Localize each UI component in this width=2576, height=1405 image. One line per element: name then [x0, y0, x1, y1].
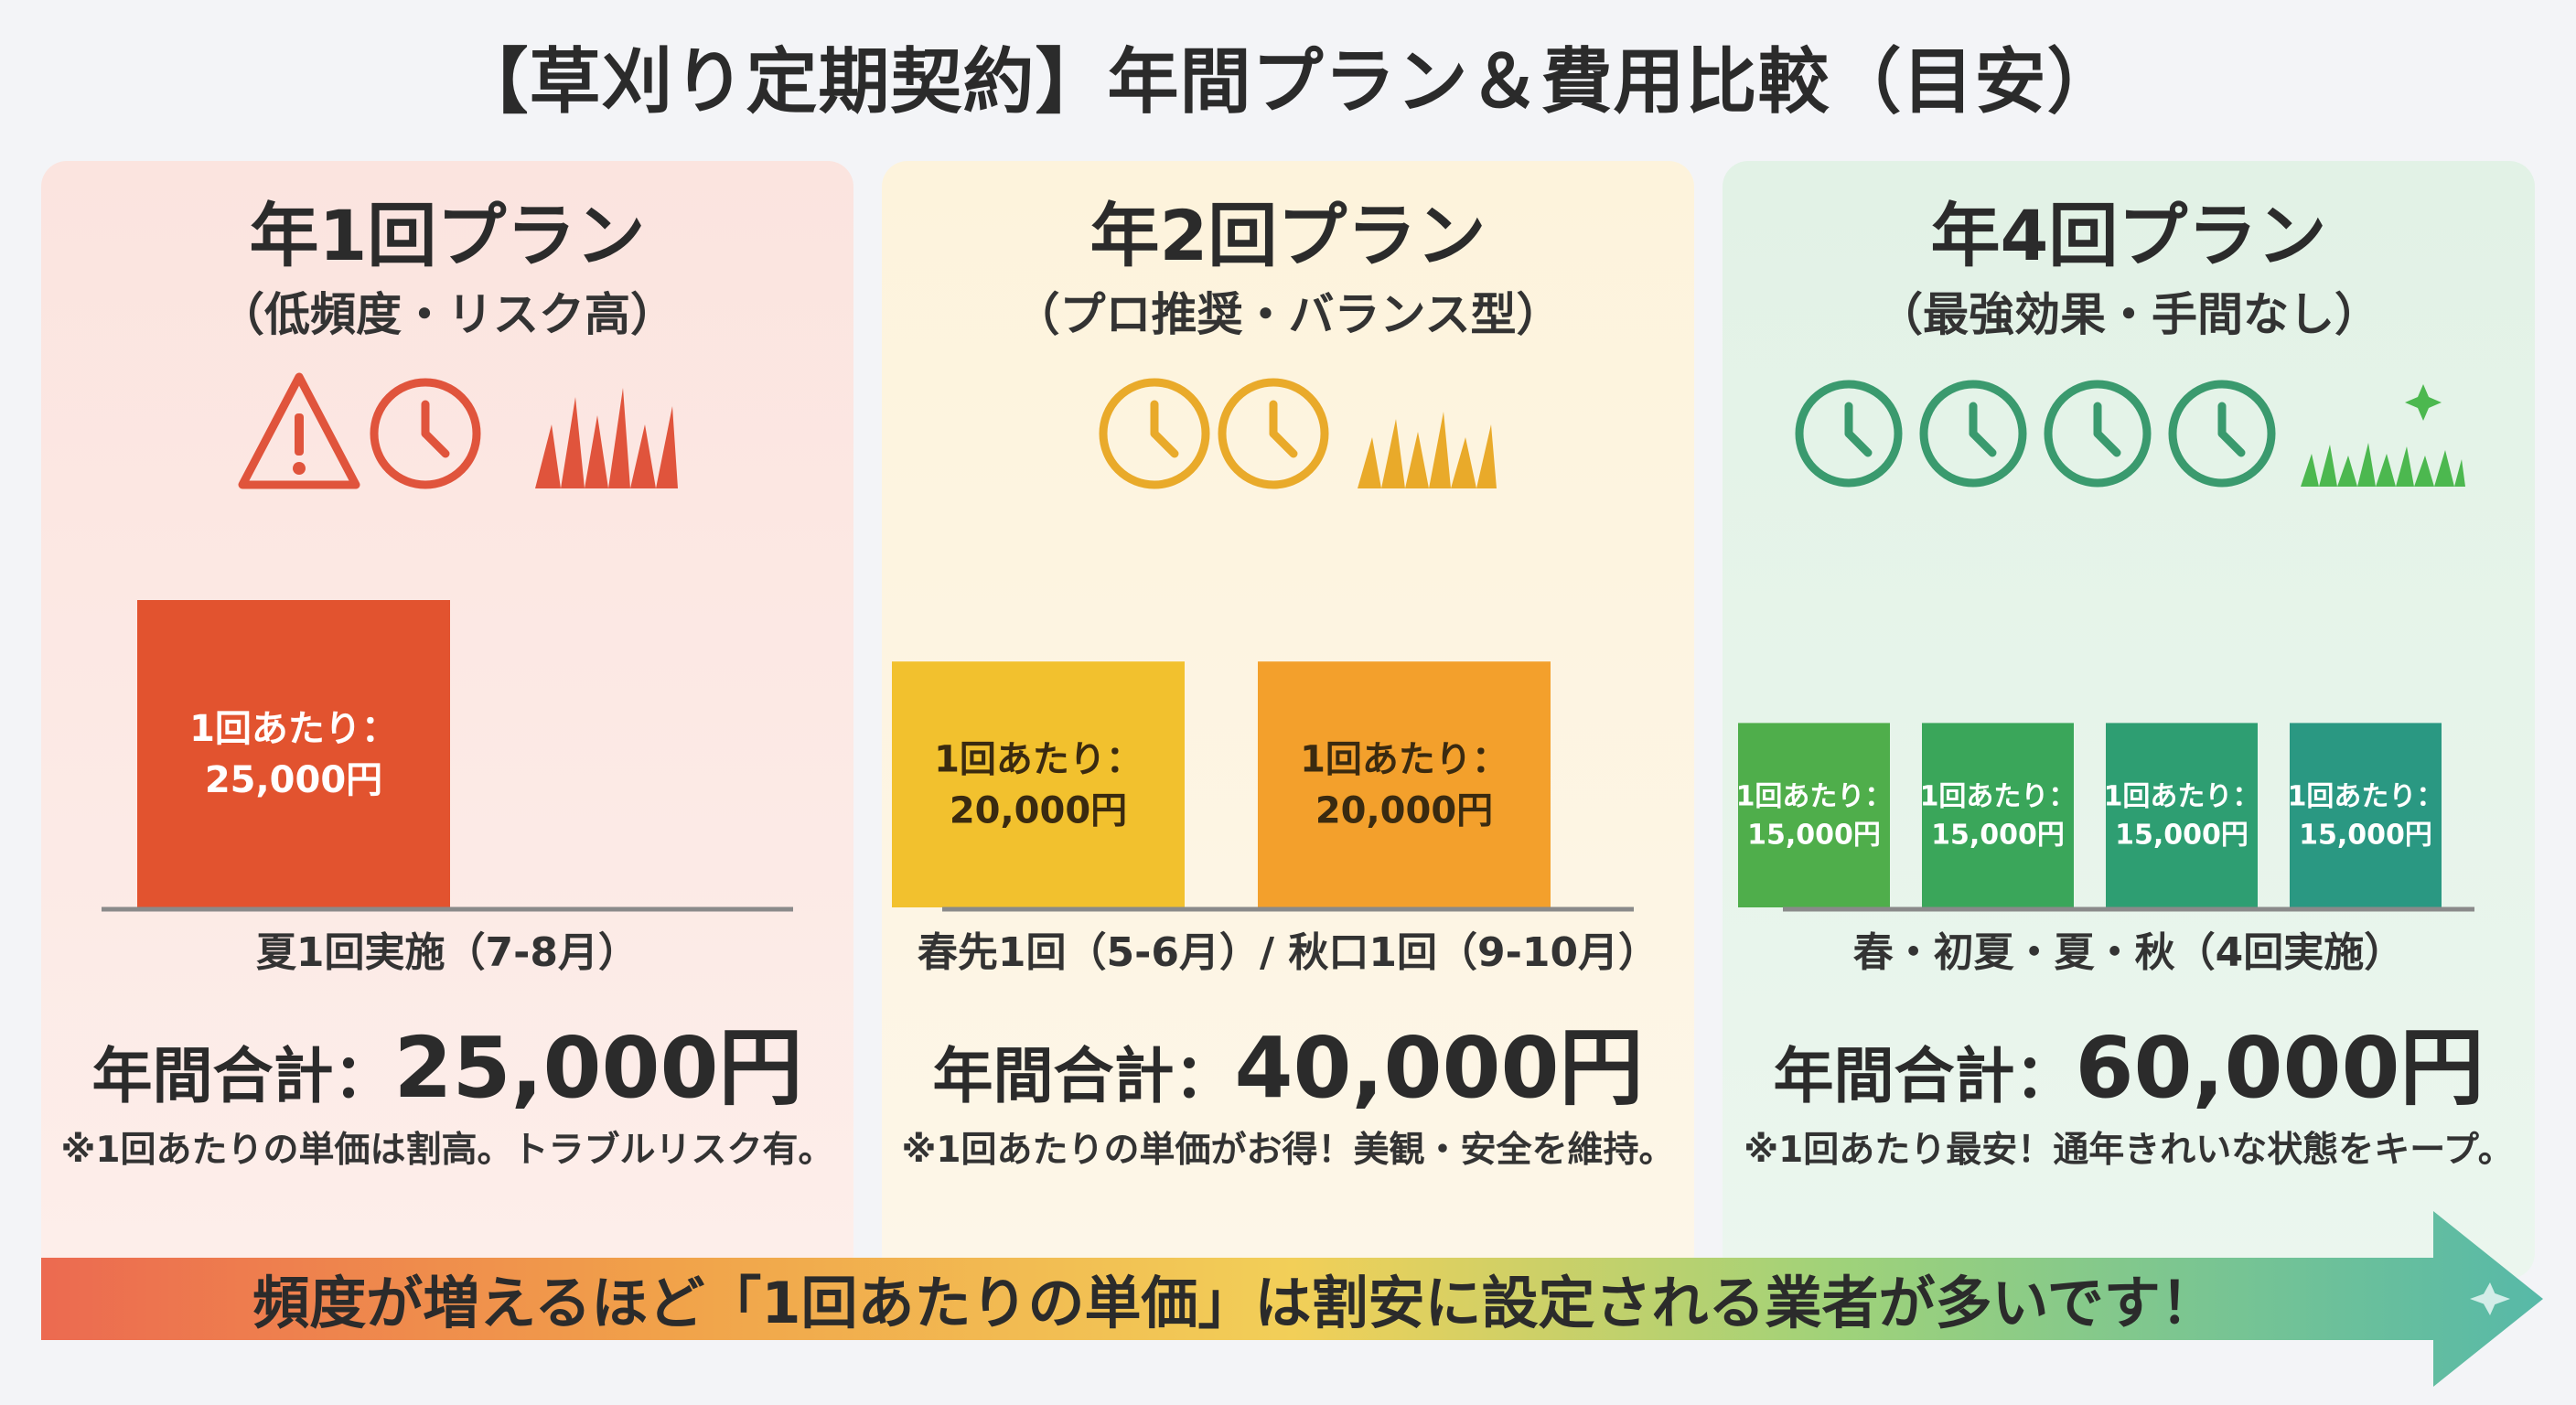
bar [2290, 723, 2442, 907]
banner-arrow [41, 1211, 2543, 1387]
bar [1258, 661, 1551, 907]
annual-total: 年間合計：60,000円 [1723, 1023, 2535, 1122]
bar-data-label: 1回あたり： [1736, 781, 1893, 813]
bar-data-label: 20,000円 [950, 790, 1127, 832]
plan-subtitle: （プロ推奨・バランス型） [1014, 288, 1562, 341]
total-label: 年間合計： [932, 1041, 1235, 1111]
clock-icon [1795, 380, 1903, 488]
clock-icon [1919, 380, 2027, 488]
total-value: 60,000円 [2075, 1019, 2485, 1117]
bar-data-label: 15,000円 [1747, 820, 1881, 852]
plan-name: 年2回プラン [1089, 195, 1487, 276]
bar-chart: 1回あたり： 15,000円 1回あたり： 15,000円 1回あたり： 15,000円 1… [1736, 723, 2474, 912]
bar-data-label: 1回あたり： [934, 739, 1143, 781]
total-label: 年間合計： [1773, 1041, 2076, 1111]
clock-icon [370, 378, 481, 489]
grass-short-sparkle-icon [2301, 384, 2465, 487]
plan-icons [1099, 378, 1497, 489]
bar-data-label: 1回あたり： [2104, 781, 2260, 813]
schedule-text: 春・初夏・夏・秋（4回実施） [1852, 929, 2405, 976]
annual-total: 年間合計：25,000円 [41, 1023, 853, 1122]
bar-data-label: 1回あたり： [2288, 781, 2444, 813]
bar [892, 661, 1185, 907]
plan-note: ※1回あたりの単価は割高。トラブルリスク有。 [60, 1130, 834, 1171]
schedule-text: 夏1回実施（7-8月） [255, 929, 639, 976]
grass-tall-icon [535, 388, 678, 488]
grass-medium-icon [1358, 412, 1497, 488]
total-value: 40,000円 [1234, 1019, 1644, 1117]
bar-data-label: 15,000円 [2115, 820, 2249, 852]
plan-card-3: 年4回プラン （最強効果・手間なし） [1723, 161, 2535, 1279]
bar-data-label: 1回あたり： [189, 708, 398, 750]
plan-subtitle: （最強効果・手間なし） [1877, 288, 2380, 341]
bar [1738, 723, 1890, 907]
plan-name: 年4回プラン [1930, 195, 2327, 276]
schedule-text: 春先1回（5-6月）/ 秋口1回（9-10月） [917, 929, 1659, 976]
clock-icon [1218, 378, 1329, 489]
bar-data-label: 1回あたり： [1920, 781, 2077, 813]
bar-data-label: 15,000円 [2299, 820, 2432, 852]
bar-data-label: 1回あたり： [1300, 739, 1508, 781]
total-label: 年間合計： [91, 1041, 394, 1111]
plan-icons [238, 372, 678, 489]
banner-text: 頻度が増えるほど「1回あたりの単価」は割安に設定される業者が多いです！ [252, 1270, 2217, 1336]
annual-total: 年間合計：40,000円 [882, 1023, 1694, 1122]
bar-data-label: 25,000円 [205, 759, 382, 801]
warning-icon [238, 372, 360, 489]
plan-icons [1795, 380, 2465, 488]
bar-data-label: 20,000円 [1315, 790, 1493, 832]
plan-card-1: 年1回プラン （低頻度・リスク高） 1回あたり： 25,000円 夏1回実施（7-… [41, 161, 853, 1279]
total-value: 25,000円 [393, 1019, 803, 1117]
plan-note: ※1回あたり最安！通年きれいな状態をキープ。 [1744, 1130, 2514, 1171]
clock-icon [1099, 378, 1210, 489]
sparkle-icon [2470, 1282, 2510, 1315]
plan-note: ※1回あたりの単価がお得！美観・安全を維持。 [901, 1130, 1675, 1171]
plan-subtitle: （低頻度・リスク高） [219, 288, 676, 341]
plan-name: 年1回プラン [249, 195, 646, 276]
bar [2106, 723, 2258, 907]
bar-chart: 1回あたり： 25,000円 [102, 600, 793, 912]
bar [137, 600, 450, 907]
page-title: 【草刈り定期契約】年間プラン＆費用比較（目安） [456, 41, 2120, 123]
bar-data-label: 15,000円 [1931, 820, 2065, 852]
plan-card-2: 年2回プラン （プロ推奨・バランス型） 1回あたり： 20,000円 1回あたり： 2… [882, 161, 1694, 1279]
bar [1922, 723, 2074, 907]
bar-chart: 1回あたり： 20,000円 1回あたり： 20,000円 [892, 661, 1634, 912]
clock-icon [2168, 380, 2276, 488]
clock-icon [2044, 380, 2152, 488]
